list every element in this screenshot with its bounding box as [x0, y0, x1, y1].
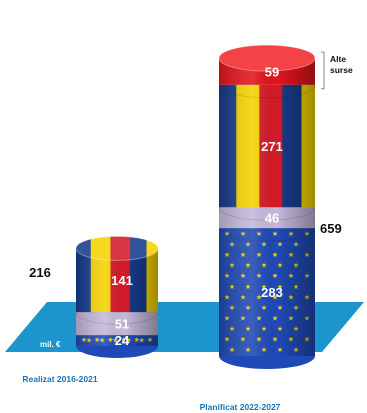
category-label-1: Planificat 2022-2027 [200, 402, 281, 412]
value-label-national-0: 51 [115, 317, 129, 332]
annotation-line-1: surse [330, 65, 353, 75]
value-label-national-1: 46 [265, 211, 279, 226]
cylinder-shading-1 [219, 58, 315, 357]
cylinder-shading-0 [76, 248, 158, 346]
value-label-ro-0: 141 [111, 273, 133, 288]
total-label-1: 659 [320, 221, 342, 236]
cylinder-body-1: ★★★★★★★★★★★★★★★★★★★★★★★★★★★★★★★★★★★★★★★★… [219, 58, 315, 357]
category-label-0: Realizat 2016-2021 [22, 374, 97, 384]
value-label-eu-1: 283 [261, 285, 283, 300]
annotation-bracket [321, 51, 325, 90]
cylinder-top-1 [218, 44, 316, 72]
flag-stripe-top0-4 [146, 236, 158, 261]
annotation-line-0: Alte [330, 54, 346, 64]
value-label-eu-0: 24 [115, 333, 130, 348]
top-cap-highlight-0 [75, 235, 159, 261]
top-cap-highlight-1 [218, 44, 316, 72]
flag-stripe-top0-2 [110, 236, 131, 261]
cylinder-0: ★★★★★★★★★★★ [75, 235, 159, 358]
unit-label: mil. € [40, 340, 61, 349]
top-cap-fill-1 [219, 45, 315, 72]
cylinder-body-0: ★★★★★★★★★★★ [76, 248, 158, 346]
total-label-0: 216 [29, 265, 51, 280]
cylinder-1: ★★★★★★★★★★★★★★★★★★★★★★★★★★★★★★★★★★★★★★★★… [218, 44, 316, 369]
cylinder-top-0 [75, 235, 159, 261]
flag-stripe-top0-3 [130, 236, 148, 261]
value-label-ro-1: 271 [261, 139, 283, 154]
value-label-other-1: 59 [265, 64, 279, 79]
flag-stripe-top0-1 [90, 236, 111, 261]
